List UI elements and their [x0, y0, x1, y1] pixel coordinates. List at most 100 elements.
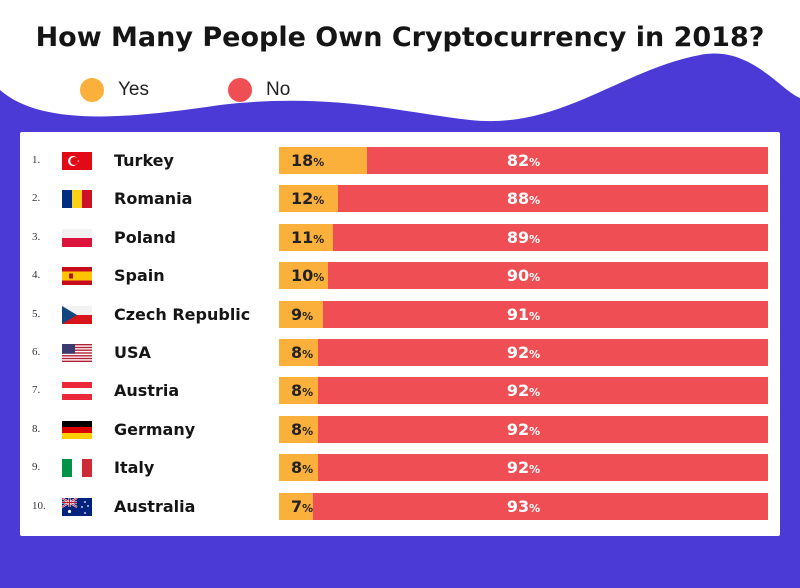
row-rank: 6.: [32, 346, 41, 358]
value-no-percent: %: [529, 348, 541, 361]
value-yes-percent: %: [302, 386, 314, 400]
bar-segment-yes: [279, 454, 319, 482]
value-no-percent: %: [529, 271, 541, 285]
austria-flag-icon: [62, 382, 92, 401]
stacked-bar: 18% 82%: [279, 147, 768, 174]
country-label: Austria: [114, 381, 180, 401]
value-yes-number: 8: [291, 343, 303, 362]
value-label-yes: 12%: [291, 185, 324, 214]
value-yes-number: 9: [291, 304, 303, 324]
logo-text: TODAY: [28, 544, 121, 569]
spain-flag-icon: [62, 267, 92, 286]
value-yes-number: 12: [291, 189, 314, 209]
value-yes-percent: %: [302, 424, 314, 438]
row-rank: 5.: [32, 307, 41, 320]
bar-segment-no: [337, 185, 768, 213]
today-logo: TODAY°: [28, 544, 128, 569]
value-yes-number: 8: [291, 381, 303, 401]
value-label-yes: 9%: [291, 301, 313, 330]
value-no-number: 89: [506, 227, 530, 247]
country-label: Germany: [114, 419, 196, 439]
value-yes-number: 7: [291, 496, 303, 516]
value-label-yes: 8%: [291, 416, 313, 445]
czech-republic-flag-icon: [62, 305, 92, 324]
bar-segment-yes: [279, 262, 328, 290]
legend-swatch-no: [228, 78, 252, 102]
stacked-bar: 10% 90%: [279, 262, 768, 291]
row-rank: 8.: [32, 422, 41, 435]
bar-segment-no: [318, 339, 768, 366]
value-yes-percent: %: [313, 232, 325, 246]
bar-segment-no: [313, 492, 768, 520]
value-no-percent: %: [529, 463, 541, 477]
value-label-no: 90%: [507, 262, 540, 291]
value-yes-percent: %: [302, 348, 314, 361]
bar-segment-no: [318, 454, 768, 482]
row-rank: 7.: [32, 384, 41, 397]
bar-segment-no: [367, 147, 768, 174]
value-yes-number: 8: [291, 458, 303, 478]
chart-row: 10. Australia 7% 93%: [20, 492, 780, 522]
value-label-no: 92%: [507, 377, 540, 406]
bar-segment-yes: [279, 300, 323, 328]
australia-flag-icon: [62, 497, 92, 516]
value-no-number: 92: [506, 458, 530, 478]
value-no-number: 88: [506, 189, 530, 209]
value-label-yes: 7%: [291, 493, 313, 522]
value-no-number: 93: [506, 496, 530, 516]
bar-segment-no: [318, 415, 768, 443]
usa-flag-icon: [62, 344, 92, 362]
legend-item-yes: Yes: [80, 78, 149, 102]
value-label-yes: 10%: [291, 262, 324, 291]
country-label: Czech Republic: [114, 304, 251, 324]
row-rank: 9.: [32, 461, 41, 474]
legend-swatch-yes: [80, 78, 104, 102]
value-label-no: 92%: [507, 416, 540, 445]
value-no-number: 92: [506, 419, 530, 439]
chart-row: 2. Romania 12% 88%: [20, 185, 780, 214]
value-no-percent: %: [529, 386, 541, 400]
bar-segment-yes: [279, 377, 319, 405]
value-label-no: 93%: [507, 493, 540, 522]
legend-label-no: No: [266, 79, 291, 100]
value-no-percent: %: [529, 424, 541, 438]
value-label-no: 92%: [507, 339, 540, 368]
value-no-number: 82: [506, 151, 530, 170]
row-rank: 3.: [32, 230, 41, 243]
chart-row: 6. USA 8% 92%: [20, 339, 780, 366]
bar-segment-yes: [279, 223, 333, 251]
value-yes-number: 10: [291, 266, 314, 286]
stacked-bar: 12% 88%: [279, 185, 768, 214]
bar-segment-yes: [279, 185, 338, 213]
logo-mark: °: [120, 544, 128, 560]
bar-segment-yes: [279, 339, 319, 366]
chart-row: 8. Germany 8% 92%: [20, 415, 780, 445]
row-rank: 10.: [32, 499, 46, 512]
value-yes-percent: %: [302, 309, 314, 323]
row-rank: 2.: [32, 192, 41, 205]
stacked-bar: 11% 89%: [279, 223, 768, 251]
row-rank: 1.: [32, 154, 41, 166]
bar-segment-no: [318, 377, 768, 405]
legend-item-no: No: [228, 78, 290, 102]
value-no-number: 90: [506, 266, 530, 286]
country-label: Australia: [114, 496, 196, 516]
chart-title: How Many People Own Cryptocurrency in 20…: [35, 22, 765, 53]
value-yes-percent: %: [313, 194, 325, 208]
bar-segment-yes: [279, 415, 319, 443]
country-label: Romania: [114, 189, 193, 209]
country-label: Spain: [114, 266, 165, 286]
country-label: USA: [114, 343, 151, 362]
chart-row: 5. Czech Republic 9% 91%: [20, 300, 780, 330]
poland-flag-icon: [62, 228, 92, 247]
stacked-bar: 8% 92%: [279, 377, 768, 406]
bar-segment-yes: [279, 147, 368, 174]
germany-flag-icon: [62, 420, 92, 439]
value-label-no: 82%: [507, 147, 540, 176]
value-label-yes: 18%: [291, 147, 324, 176]
turkey-flag-icon: [62, 152, 92, 170]
value-yes-number: 18: [291, 151, 314, 170]
value-yes-percent: %: [313, 156, 325, 169]
chart-row: 4. Spain 10% 90%: [20, 262, 780, 291]
value-no-percent: %: [529, 194, 541, 208]
